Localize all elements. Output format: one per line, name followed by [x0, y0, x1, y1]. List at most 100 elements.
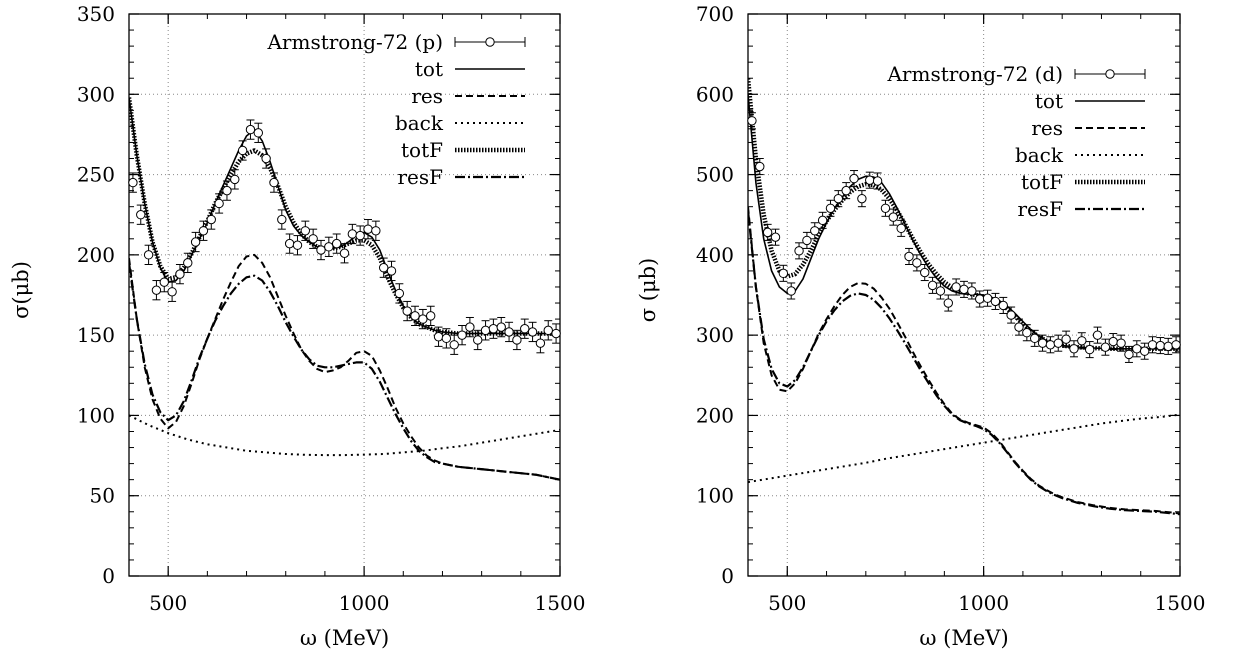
data-point	[277, 214, 287, 225]
data-point	[167, 287, 177, 297]
data-point	[1069, 344, 1079, 354]
data-point	[527, 327, 538, 337]
data-point	[943, 298, 953, 308]
data-point	[300, 226, 311, 236]
data-point	[959, 284, 969, 295]
y-tick-label: 200	[696, 403, 734, 427]
data-point	[1006, 310, 1016, 320]
data-point	[762, 227, 773, 238]
data-point	[190, 237, 201, 247]
data-point	[551, 328, 561, 339]
data-point	[1014, 322, 1024, 332]
data-point	[355, 230, 365, 241]
y-tick-label: 200	[77, 243, 115, 267]
data-point	[747, 116, 757, 126]
data-point	[206, 214, 216, 225]
data-point	[1124, 349, 1134, 360]
data-point	[1100, 342, 1111, 352]
legend-data-point	[485, 37, 495, 47]
data-point	[1171, 340, 1181, 350]
data-point	[504, 327, 514, 337]
data-point	[880, 203, 891, 213]
data-point	[324, 242, 334, 252]
y-axis-label: σ (μb)	[636, 258, 660, 323]
data-point	[543, 325, 553, 336]
x-tick-label: 500	[768, 591, 806, 615]
curves	[129, 97, 560, 481]
y-tick-label: 400	[696, 243, 734, 267]
legend-label: res	[1031, 116, 1063, 140]
y-tick-label: 300	[696, 323, 734, 347]
data-point	[998, 300, 1008, 311]
data-point	[465, 322, 475, 332]
data-point	[473, 335, 483, 345]
plot-frame	[128, 13, 561, 577]
data-point	[935, 286, 946, 296]
data-points	[747, 112, 1181, 363]
data-point	[402, 306, 412, 316]
data-point	[331, 238, 342, 249]
y-tick-label: 0	[721, 564, 734, 588]
data-point	[904, 251, 914, 262]
data-point	[849, 173, 859, 184]
data-point	[143, 250, 154, 260]
data-point	[1147, 340, 1158, 350]
data-point	[284, 238, 295, 249]
data-point	[778, 268, 789, 279]
legend-label: resF	[1017, 197, 1063, 221]
data-point	[316, 245, 326, 255]
data-point	[1077, 336, 1087, 346]
data-point	[269, 177, 279, 188]
legend-label: back	[1015, 143, 1064, 167]
data-point	[441, 333, 452, 344]
data-point	[888, 212, 899, 222]
data-point	[896, 223, 906, 234]
data-point	[1061, 334, 1071, 344]
y-tick-label: 0	[102, 564, 115, 588]
data-point	[1108, 336, 1118, 347]
data-point	[912, 258, 922, 268]
y-tick-label: 250	[77, 163, 115, 187]
data-point	[520, 324, 530, 334]
data-point	[175, 269, 185, 279]
data-point	[418, 314, 428, 324]
legend-label: tot	[1035, 89, 1063, 113]
data-point	[339, 248, 350, 258]
data-point	[183, 258, 193, 268]
data-point	[371, 226, 381, 236]
series-resF-line	[748, 210, 1180, 516]
legend-label: resF	[397, 165, 443, 189]
data-point	[496, 322, 506, 332]
data-point	[755, 161, 765, 172]
x-tick-label: 1000	[339, 591, 390, 615]
series-tot-line	[129, 97, 560, 335]
data-point	[159, 277, 169, 287]
chart-panel-1: 500 1000 1500 0 50 100 150 200 250 300 350 ω (MeV) σ…	[9, 2, 585, 650]
series-totF-line	[129, 97, 560, 336]
y-tick-label: 500	[696, 163, 734, 187]
data-point	[872, 176, 883, 186]
x-axis-label: ω (MeV)	[919, 626, 1008, 650]
chart-panel-2: 500 1000 1500 0 100 200 300 400 500 600 700 ω (MeV)…	[636, 2, 1205, 650]
data-point	[865, 175, 875, 185]
data-point	[920, 267, 930, 278]
data-point	[214, 198, 224, 209]
data-point	[833, 193, 844, 204]
legend-label: Armstrong-72 (d)	[886, 62, 1063, 86]
series-res-line	[129, 253, 560, 481]
series-tot-line	[748, 94, 1180, 350]
plot-frame	[747, 13, 1181, 577]
x-tick-label: 1500	[535, 591, 586, 615]
data-point	[386, 266, 397, 276]
legend-label: back	[395, 111, 444, 135]
y-tick-label: 50	[90, 484, 115, 508]
data-point	[1029, 333, 1040, 344]
data-point	[410, 311, 420, 321]
data-point	[1045, 340, 1056, 350]
legend: Armstrong-72 (d) tot res back totF resF	[886, 62, 1146, 221]
x-tick-label: 1500	[1155, 591, 1206, 615]
data-point	[927, 280, 938, 291]
data-point	[1022, 328, 1032, 338]
data-point	[1139, 346, 1150, 356]
y-tick-label: 300	[77, 82, 115, 106]
